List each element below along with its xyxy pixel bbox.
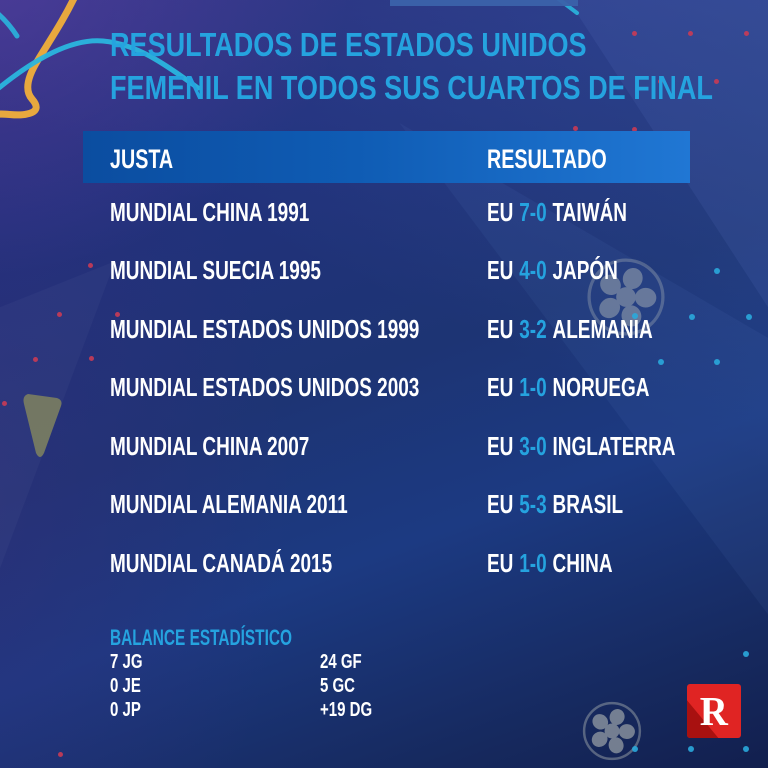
tournament-label: MUNDIAL ALEMANIA 2011 — [110, 489, 348, 519]
top-blue-strip — [390, 0, 578, 6]
opponent-label: ALEMANIA — [552, 314, 653, 344]
page-title-line1: RESULTADOS DE ESTADOS UNIDOS — [110, 26, 587, 63]
stat-goals-for: 24 GF — [320, 651, 362, 673]
team-label: EU — [487, 489, 514, 519]
column-header-justa: JUSTA — [110, 144, 174, 174]
cyan-dot-icon — [743, 651, 749, 657]
cyan-dot-icon — [632, 746, 638, 752]
opponent-label: TAIWÁN — [552, 197, 627, 227]
opponent-label: JAPÓN — [552, 255, 618, 285]
tournament-label: MUNDIAL SUECIA 1995 — [110, 255, 321, 285]
red-dot-icon — [89, 356, 94, 361]
red-dot-icon — [714, 79, 719, 84]
teal-corner-arc — [0, 12, 20, 39]
team-label: EU — [487, 372, 514, 402]
team-label: EU — [487, 197, 514, 227]
cyan-dot-icon — [658, 359, 664, 365]
tournament-label: MUNDIAL CANADÁ 2015 — [110, 548, 333, 578]
opponent-label: NORUEGA — [552, 372, 650, 402]
opponent-label: BRASIL — [552, 489, 624, 519]
score-value: 1-0 — [519, 372, 547, 402]
team-label: EU — [487, 314, 514, 344]
score-value: 1-0 — [519, 548, 547, 578]
red-dot-icon — [88, 263, 93, 268]
balance-title: BALANCE ESTADÍSTICO — [110, 625, 292, 650]
cyan-dot-icon — [714, 359, 720, 365]
red-dot-icon — [2, 401, 7, 406]
cyan-dot-icon — [689, 314, 695, 320]
column-header-resultado: RESULTADO — [487, 144, 607, 174]
match-result: EU 3-2 ALEMANIA — [487, 314, 653, 345]
red-dot-icon — [688, 31, 693, 36]
record-logo-letter: R — [699, 688, 729, 734]
stat-losses: 0 JP — [110, 699, 141, 721]
opponent-label: CHINA — [552, 548, 613, 578]
match-result: EU 7-0 TAIWÁN — [487, 197, 627, 228]
tournament-label: MUNDIAL ESTADOS UNIDOS 2003 — [110, 372, 420, 402]
pick-shape — [23, 394, 62, 457]
red-dot-icon — [33, 357, 38, 362]
team-label: EU — [487, 548, 514, 578]
soccer-ball-icon — [582, 701, 642, 761]
match-result: EU 4-0 JAPÓN — [487, 255, 618, 286]
team-label: EU — [487, 255, 514, 285]
red-dot-icon — [57, 312, 62, 317]
score-value: 5-3 — [519, 489, 547, 519]
table-header-bar — [83, 131, 690, 183]
page-title-line2: FEMENIL EN TODOS SUS CUARTOS DE FINAL — [110, 69, 713, 106]
cyan-dot-icon — [714, 268, 720, 274]
match-result: EU 1-0 CHINA — [487, 548, 613, 579]
match-result: EU 1-0 NORUEGA — [487, 372, 650, 403]
opponent-label: INGLATERRA — [552, 431, 676, 461]
match-result: EU 5-3 BRASIL — [487, 489, 623, 520]
score-value: 3-2 — [519, 314, 547, 344]
cyan-dot-icon — [743, 746, 749, 752]
cyan-dot-icon — [688, 746, 694, 752]
red-dot-icon — [744, 31, 749, 36]
score-value: 3-0 — [519, 431, 547, 461]
cyan-dot-icon — [746, 314, 752, 320]
score-value: 4-0 — [519, 255, 547, 285]
stat-goal-diff: +19 DG — [320, 699, 373, 721]
stat-games-played: 7 JG — [110, 651, 143, 673]
gold-curve — [0, 0, 78, 119]
red-dot-icon — [58, 752, 63, 757]
tournament-label: MUNDIAL CHINA 1991 — [110, 197, 310, 227]
tournament-label: MUNDIAL ESTADOS UNIDOS 1999 — [110, 314, 420, 344]
score-value: 7-0 — [519, 197, 547, 227]
record-logo: R — [687, 684, 741, 738]
stat-draws: 0 JE — [110, 675, 141, 697]
team-label: EU — [487, 431, 514, 461]
stat-goals-against: 5 GC — [320, 675, 356, 697]
tournament-label: MUNDIAL CHINA 2007 — [110, 431, 310, 461]
red-dot-icon — [632, 31, 637, 36]
match-result: EU 3-0 INGLATERRA — [487, 431, 675, 462]
